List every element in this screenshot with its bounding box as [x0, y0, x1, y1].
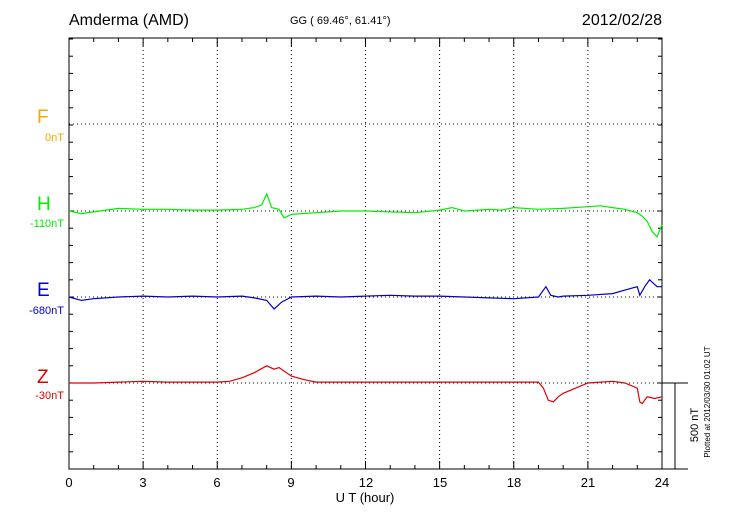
plotted-timestamp: Plotted at 2012/03/30 01:02 UT [703, 346, 712, 458]
plot-date: 2012/02/28 [581, 12, 662, 29]
x-tick-label: 21 [580, 475, 596, 490]
component-f-baseline: 0nT [45, 132, 64, 144]
x-tick-label: 3 [139, 475, 147, 490]
x-tick-label: 0 [65, 475, 73, 490]
scale-bar [662, 382, 688, 470]
component-z-label: Z [37, 367, 49, 388]
component-h-baseline: -110nT [29, 218, 64, 230]
x-tick-label: 6 [213, 475, 221, 490]
station-name: Amderma (AMD) [69, 12, 190, 29]
component-e-label: E [37, 280, 50, 301]
series-e-line [68, 278, 662, 310]
x-tick-label: 9 [287, 475, 295, 490]
axis-ticks [68, 38, 663, 470]
component-h-label: H [37, 194, 51, 215]
series-h-line [68, 192, 663, 238]
x-tick-label: 12 [358, 475, 374, 490]
x-tick-label: 18 [506, 475, 522, 490]
x-tick-label: 15 [432, 475, 448, 490]
series-z-line [69, 365, 663, 405]
x-tick-label: 24 [654, 475, 670, 490]
grid-lines [69, 38, 662, 469]
data-series [68, 192, 663, 405]
x-axis-label: U T (hour) [335, 490, 395, 505]
component-f-label: F [37, 107, 49, 128]
component-z-baseline: -30nT [35, 390, 64, 402]
plot-frame [68, 37, 663, 470]
station-coordinates: GG ( 69.46°, 61.41°) [290, 15, 391, 27]
component-e-baseline: -680nT [29, 305, 64, 317]
